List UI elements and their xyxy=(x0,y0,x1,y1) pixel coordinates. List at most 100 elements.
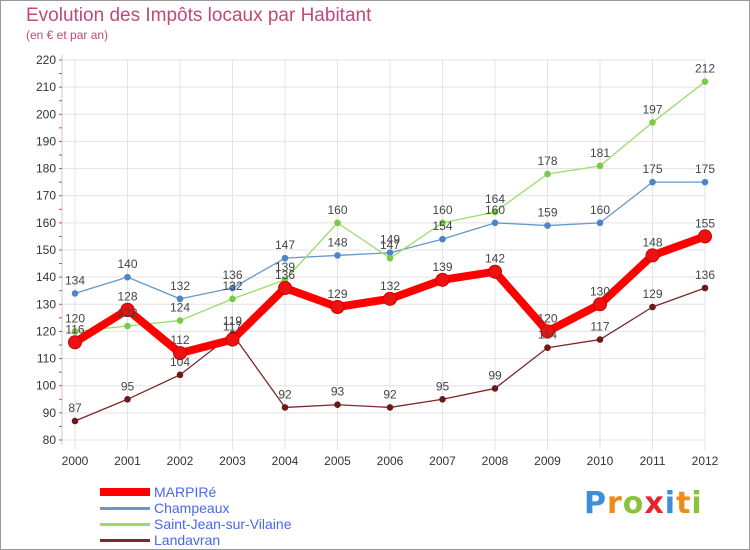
data-point-2 xyxy=(124,322,131,330)
data-point-3 xyxy=(124,395,131,403)
data-label: 117 xyxy=(590,320,609,334)
data-point-2 xyxy=(229,295,236,303)
legend-swatch xyxy=(100,539,150,542)
data-point-3 xyxy=(334,401,341,409)
data-label: 148 xyxy=(642,235,662,249)
data-point-2 xyxy=(596,162,604,170)
data-point-0 xyxy=(540,324,555,339)
data-point-3 xyxy=(386,404,394,411)
data-label: 149 xyxy=(380,233,400,247)
logo-letter: i xyxy=(691,486,703,521)
data-label: 130 xyxy=(590,284,610,298)
x-tick-label: 2005 xyxy=(324,454,351,468)
x-tick-label: 2007 xyxy=(429,454,456,468)
data-label: 112 xyxy=(170,333,189,347)
data-point-1 xyxy=(386,249,394,257)
data-label: 212 xyxy=(695,62,715,76)
data-label: 148 xyxy=(327,235,347,249)
data-label: 139 xyxy=(432,260,452,274)
data-point-0 xyxy=(435,272,450,287)
data-point-2 xyxy=(176,317,184,324)
data-point-0 xyxy=(68,335,82,350)
x-tick-label: 2001 xyxy=(114,454,141,468)
y-tick-label: 130 xyxy=(36,297,56,311)
data-point-0 xyxy=(330,300,345,314)
legend-swatch xyxy=(100,488,150,496)
legend-swatch xyxy=(100,523,150,526)
y-tick-label: 190 xyxy=(36,134,56,148)
data-point-2 xyxy=(71,328,79,335)
data-point-0 xyxy=(383,291,397,306)
data-point-2 xyxy=(334,219,341,227)
data-label: 124 xyxy=(170,301,190,315)
legend-item-champeaux: Champeaux xyxy=(100,500,420,516)
data-label: 129 xyxy=(642,287,662,301)
logo-letter: r xyxy=(607,486,623,521)
x-tick-label: 2012 xyxy=(692,454,719,468)
legend-label: Champeaux xyxy=(154,500,230,516)
data-point-1 xyxy=(124,273,131,281)
legend-label: Landavran xyxy=(154,532,221,548)
x-tick-label: 2010 xyxy=(587,454,614,468)
legend-label: Saint-Jean-sur-Vilaine xyxy=(154,516,292,532)
y-tick-label: 90 xyxy=(43,406,57,420)
data-label: 99 xyxy=(488,368,502,382)
data-point-3 xyxy=(439,395,446,403)
y-tick-label: 140 xyxy=(36,270,56,284)
data-point-3 xyxy=(596,336,604,343)
legend-item-marpire: MARPIRé xyxy=(100,484,420,500)
legend-item-landavran: Landavran xyxy=(100,532,420,548)
data-label: 155 xyxy=(695,216,715,230)
x-tick-label: 2000 xyxy=(62,454,89,468)
logo-letter: i xyxy=(664,486,677,521)
y-tick-label: 170 xyxy=(36,189,56,203)
y-tick-label: 210 xyxy=(36,80,56,94)
logo-letter: o xyxy=(622,486,645,521)
data-point-2 xyxy=(544,170,551,178)
data-label: 178 xyxy=(537,154,557,168)
logo-letter: t xyxy=(676,486,692,521)
data-label: 116 xyxy=(65,322,84,336)
data-point-1 xyxy=(71,290,79,297)
data-label: 95 xyxy=(436,379,450,393)
data-label: 114 xyxy=(538,328,557,342)
x-tick-label: 2003 xyxy=(219,454,246,468)
data-point-0 xyxy=(173,346,187,361)
y-tick-label: 180 xyxy=(36,162,56,176)
data-label: 132 xyxy=(380,279,400,293)
data-point-0 xyxy=(278,281,292,295)
x-tick-label: 2009 xyxy=(534,454,561,468)
y-tick-label: 80 xyxy=(43,433,57,447)
data-point-1 xyxy=(701,178,709,186)
data-label: 181 xyxy=(590,146,610,160)
chart-subtitle: (en € et par an) xyxy=(26,28,109,42)
data-point-3 xyxy=(176,371,184,379)
chart-title: Evolution des Impôts locaux par Habitant xyxy=(26,5,372,26)
data-label: 160 xyxy=(485,203,505,217)
data-label: 160 xyxy=(590,203,610,217)
data-label: 139 xyxy=(275,260,295,274)
data-label: 197 xyxy=(642,102,662,116)
data-label: 136 xyxy=(275,268,295,282)
legend-label: MARPIRé xyxy=(154,484,217,500)
x-tick-label: 2008 xyxy=(482,454,509,468)
data-point-1 xyxy=(596,219,604,227)
data-point-1 xyxy=(649,178,656,186)
data-point-1 xyxy=(281,254,289,262)
data-point-1 xyxy=(544,222,551,229)
data-point-1 xyxy=(491,219,499,227)
data-label: 136 xyxy=(695,268,715,282)
data-label: 140 xyxy=(117,257,137,271)
data-point-0 xyxy=(645,248,660,263)
data-point-0 xyxy=(698,229,712,244)
data-point-3 xyxy=(701,284,709,292)
y-tick-label: 220 xyxy=(36,53,56,67)
logo-letter: P xyxy=(584,486,607,521)
data-label: 92 xyxy=(383,387,397,401)
data-point-3 xyxy=(281,404,289,411)
x-tick-label: 2011 xyxy=(640,454,666,468)
data-label: 147 xyxy=(380,238,400,252)
data-label: 120 xyxy=(537,311,557,325)
data-label: 160 xyxy=(432,203,452,217)
